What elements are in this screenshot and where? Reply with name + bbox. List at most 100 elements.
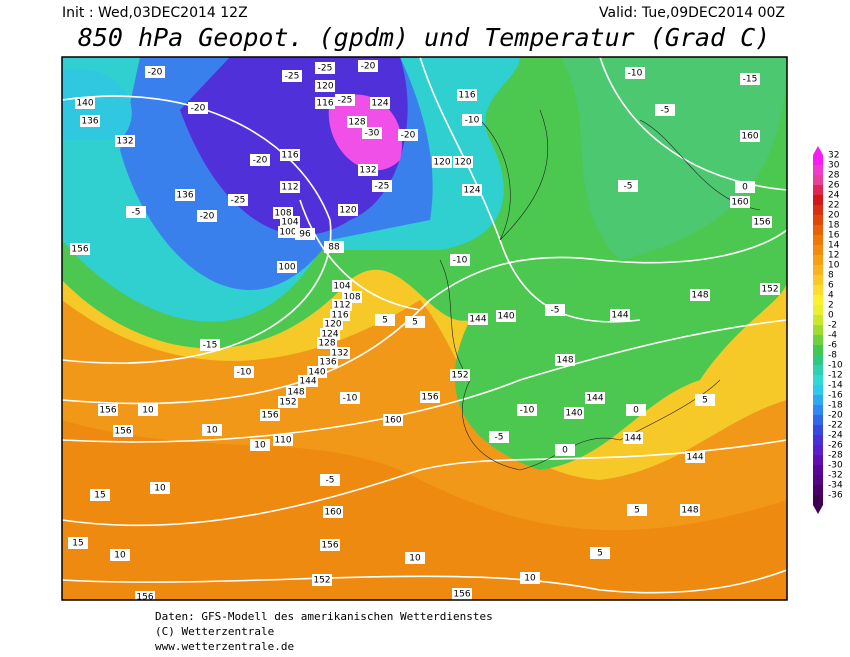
legend-swatch xyxy=(813,265,823,275)
legend-label: -34 xyxy=(828,481,843,491)
legend-swatch xyxy=(813,475,823,485)
legend-swatch xyxy=(813,485,823,495)
legend-swatch xyxy=(813,335,823,345)
contour-label: 128 xyxy=(348,118,365,128)
contour-label: 110 xyxy=(274,436,291,446)
legend-label: 20 xyxy=(828,211,840,221)
legend-label: 4 xyxy=(828,291,834,301)
legend-swatch xyxy=(813,495,823,505)
label-box xyxy=(188,102,208,114)
title: 850 hPa Geopot. (gpdm) und Temperatur (G… xyxy=(78,23,770,52)
label-box xyxy=(735,181,755,193)
legend-swatch xyxy=(813,205,823,215)
contour-label: 156 xyxy=(99,406,116,416)
contour-label: 15 xyxy=(94,491,105,501)
label-box xyxy=(405,316,425,328)
contour-label: 160 xyxy=(324,508,341,518)
label-box xyxy=(175,189,195,201)
label-box xyxy=(113,425,133,437)
legend-label: -12 xyxy=(828,371,843,381)
contour-label: 120 xyxy=(433,158,450,168)
contour-label: -25 xyxy=(338,96,353,106)
legend-label: -20 xyxy=(828,411,843,421)
label-box xyxy=(280,149,300,161)
legend-swatch xyxy=(813,255,823,265)
label-box xyxy=(489,431,509,443)
contour-label: 124 xyxy=(371,99,388,109)
contour-label: 128 xyxy=(318,339,335,349)
contour-label: 5 xyxy=(412,318,418,328)
legend-label: 6 xyxy=(828,281,834,291)
contour-label: -20 xyxy=(401,131,416,141)
contour-label: 108 xyxy=(343,293,360,303)
label-box xyxy=(145,66,165,78)
legend-swatch xyxy=(813,165,823,175)
legend-label: -14 xyxy=(828,381,843,391)
label-box xyxy=(453,156,473,168)
legend-swatch xyxy=(813,185,823,195)
contour-label: 10 xyxy=(206,426,218,436)
contour-label: 10 xyxy=(409,554,421,564)
contour-label: 156 xyxy=(261,411,278,421)
legend-swatch xyxy=(813,465,823,475)
label-box xyxy=(405,552,425,564)
label-box xyxy=(90,489,110,501)
legend-label: 14 xyxy=(828,241,840,251)
contour-label: -5 xyxy=(661,106,670,116)
label-box xyxy=(496,310,516,322)
contour-label: 140 xyxy=(497,312,514,322)
contour-label: 104 xyxy=(281,218,298,228)
legend-swatch xyxy=(813,435,823,445)
contour-label: 116 xyxy=(331,311,348,321)
label-box xyxy=(286,386,306,398)
contour-label: 152 xyxy=(313,576,330,586)
contour-label: -30 xyxy=(365,129,380,139)
label-box xyxy=(370,97,390,109)
legend-swatch xyxy=(813,445,823,455)
label-box xyxy=(298,375,318,387)
legend-swatch xyxy=(813,305,823,315)
label-box xyxy=(250,439,270,451)
contour-label: -25 xyxy=(231,196,246,206)
legend-label: 16 xyxy=(828,231,840,241)
legend-swatch xyxy=(813,345,823,355)
contour-label: 144 xyxy=(611,311,628,321)
label-box xyxy=(260,409,280,421)
legend-swatch xyxy=(813,235,823,245)
contour-label: 10 xyxy=(524,574,536,584)
legend-swatch xyxy=(813,175,823,185)
contour-label: 156 xyxy=(321,541,338,551)
contour-label: 108 xyxy=(274,209,291,219)
label-box xyxy=(555,354,575,366)
label-box xyxy=(68,537,88,549)
contour-label: 144 xyxy=(469,315,486,325)
contour-label: 136 xyxy=(319,358,336,368)
label-box xyxy=(375,314,395,326)
label-box xyxy=(452,588,472,600)
label-box xyxy=(315,97,335,109)
legend-label: 28 xyxy=(828,171,840,181)
contour-label: 148 xyxy=(681,506,698,516)
contour-label: -10 xyxy=(237,368,252,378)
footer-line: Daten: GFS-Modell des amerikanischen Wet… xyxy=(155,610,493,623)
label-box xyxy=(138,404,158,416)
contour-label: 140 xyxy=(76,99,93,109)
legend-swatch xyxy=(813,315,823,325)
contour-label: -25 xyxy=(318,64,333,74)
contour-label: 112 xyxy=(333,301,350,311)
contour-label: 116 xyxy=(316,99,333,109)
legend-label: -28 xyxy=(828,451,843,461)
legend-swatch xyxy=(813,325,823,335)
valid-time: Valid: Tue,09DEC2014 00Z xyxy=(599,5,785,21)
legend-label: 0 xyxy=(828,311,834,321)
contour-label: -10 xyxy=(628,69,643,79)
legend-swatch xyxy=(813,195,823,205)
footer-line: (C) Wetterzentrale xyxy=(155,625,274,638)
label-box xyxy=(277,261,297,273)
label-box xyxy=(695,394,715,406)
label-box xyxy=(323,506,343,518)
contour-label: 5 xyxy=(702,396,708,406)
contour-label: 120 xyxy=(454,158,471,168)
contour-label: -20 xyxy=(148,68,163,78)
contour-label: -10 xyxy=(520,406,535,416)
